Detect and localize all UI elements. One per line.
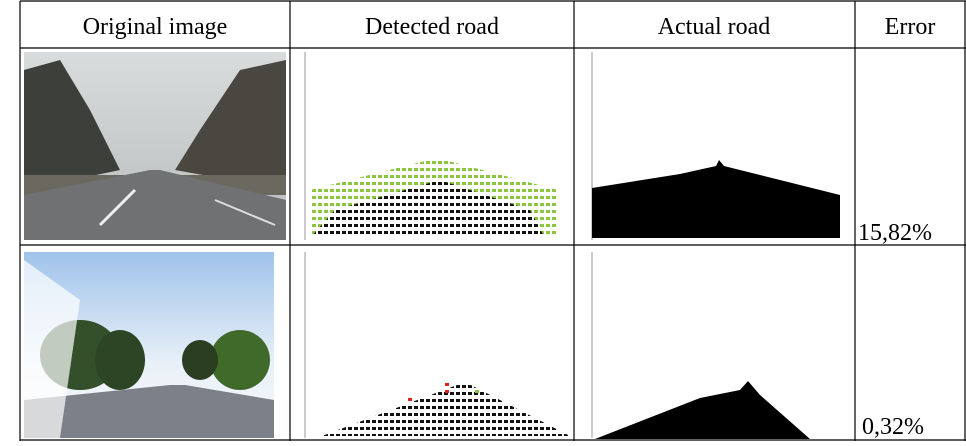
actual-road-mask [591,252,810,439]
road-photo [24,52,286,240]
header-cell: Actual road [658,14,771,40]
error-value: 0,32% [862,414,924,440]
detected-road-map [304,52,558,240]
error-value: 15,82% [858,220,932,246]
detected-road-map [304,252,570,438]
actual-road-mask [591,52,840,240]
header-cell: Error [885,14,936,40]
header-cell: Original image [83,14,228,40]
table-grid [19,0,966,441]
header-cell: Detected road [365,14,499,40]
road-photo [24,252,274,438]
